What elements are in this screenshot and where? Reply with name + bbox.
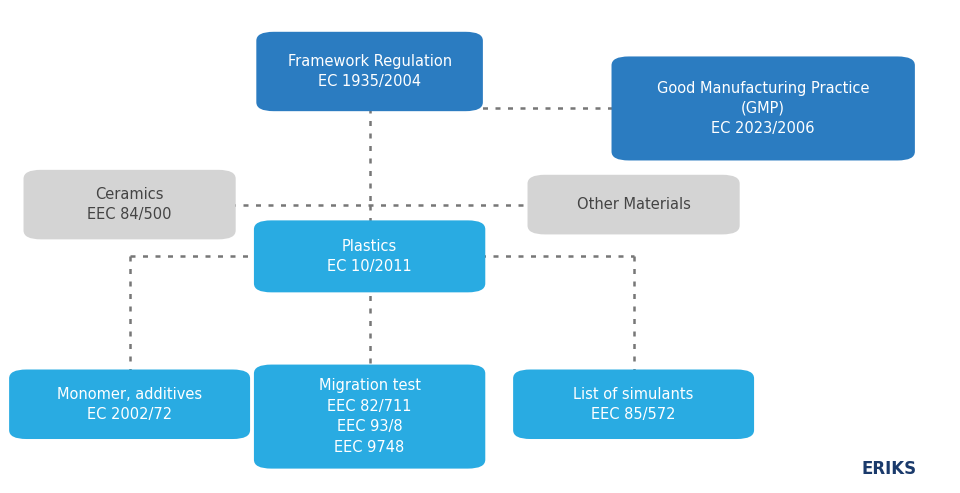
FancyBboxPatch shape [253,220,486,292]
Text: Monomer, additives
EC 2002/72: Monomer, additives EC 2002/72 [57,387,203,422]
Text: List of simulants
EEC 85/572: List of simulants EEC 85/572 [573,387,694,422]
Text: Ceramics
EEC 84/500: Ceramics EEC 84/500 [87,187,172,222]
Text: Other Materials: Other Materials [577,197,690,212]
Text: Migration test
EEC 82/711
EEC 93/8
EEC 9748: Migration test EEC 82/711 EEC 93/8 EEC 9… [319,379,420,455]
FancyBboxPatch shape [24,170,236,240]
Text: ERIKS: ERIKS [862,460,917,478]
FancyBboxPatch shape [10,370,250,439]
FancyBboxPatch shape [256,32,483,111]
FancyBboxPatch shape [513,370,754,439]
Text: Plastics
EC 10/2011: Plastics EC 10/2011 [327,239,412,274]
FancyBboxPatch shape [612,57,915,161]
Text: Framework Regulation
EC 1935/2004: Framework Regulation EC 1935/2004 [288,54,451,89]
Text: Good Manufacturing Practice
(GMP)
EC 2023/2006: Good Manufacturing Practice (GMP) EC 202… [657,80,870,137]
FancyBboxPatch shape [253,365,486,468]
FancyBboxPatch shape [528,175,739,235]
